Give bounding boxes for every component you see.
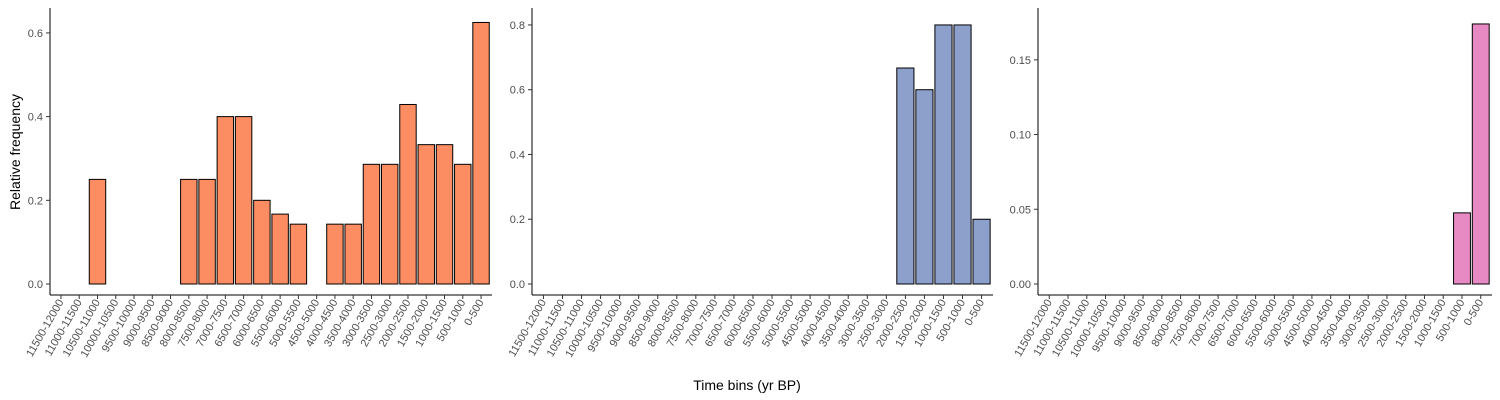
bar-1000-1500 [934, 24, 953, 285]
bar-500-1000 [953, 24, 972, 285]
y-tick-label: 0.4 [28, 112, 43, 124]
y-tick-label: 0.05 [1010, 204, 1031, 216]
x-axis-title: Time bins (yr BP) [693, 377, 801, 393]
y-tick-label: 0.10 [1010, 130, 1031, 142]
y-tick-label: 0.2 [28, 195, 43, 207]
bar-6500-7000 [234, 116, 253, 285]
bar-5000-5500 [289, 223, 308, 285]
bar-7500-8000 [198, 178, 216, 285]
y-tick-label: 0.15 [1010, 55, 1031, 67]
bar-2500-3000 [381, 163, 399, 285]
y-axis-title: Relative frequency [7, 94, 23, 210]
bar-1000-1500 [435, 144, 454, 285]
bar-3500-4000 [344, 223, 362, 285]
bar-0-500 [1471, 23, 1490, 285]
y-tick-label: 0.6 [510, 85, 525, 97]
x-tick-label: 0-500 [1462, 298, 1486, 328]
bar-500-1000 [1453, 212, 1471, 285]
bar-6000-6500 [253, 199, 271, 285]
y-tick-label: 0.2 [510, 214, 525, 226]
bar-0-500 [972, 218, 991, 285]
bar-8000-8500 [180, 178, 198, 285]
chart-panel-3: 0.000.050.100.1511500-1200011000-1150010… [1010, 8, 1492, 360]
bar-7000-7500 [216, 116, 235, 285]
bar-4000-4500 [326, 223, 344, 285]
bar-10500-11000 [88, 178, 107, 285]
y-tick-label: 0.0 [510, 279, 525, 291]
bar-500-1000 [454, 163, 472, 285]
y-tick-label: 0.8 [510, 20, 525, 32]
y-tick-label: 0.0 [28, 279, 43, 291]
chart-panels: 0.00.20.40.611500-1200011000-1150010500-… [24, 8, 1492, 360]
y-tick-label: 0.00 [1010, 279, 1031, 291]
chart-panel-2: 0.00.20.40.60.811500-1200011000-11500105… [507, 8, 993, 360]
bar-2000-2500 [399, 103, 417, 285]
bar-5500-6000 [271, 213, 289, 285]
bar-1500-2000 [915, 89, 934, 285]
y-tick-label: 0.6 [28, 28, 43, 40]
bar-3000-3500 [362, 163, 381, 285]
x-tick-label: 0-500 [963, 298, 987, 328]
y-tick-label: 0.4 [510, 149, 525, 161]
chart-panel-1: 0.00.20.40.611500-1200011000-1150010500-… [24, 8, 492, 360]
bar-2000-2500 [896, 67, 915, 285]
bar-1500-2000 [417, 144, 435, 285]
bar-0-500 [472, 21, 490, 285]
